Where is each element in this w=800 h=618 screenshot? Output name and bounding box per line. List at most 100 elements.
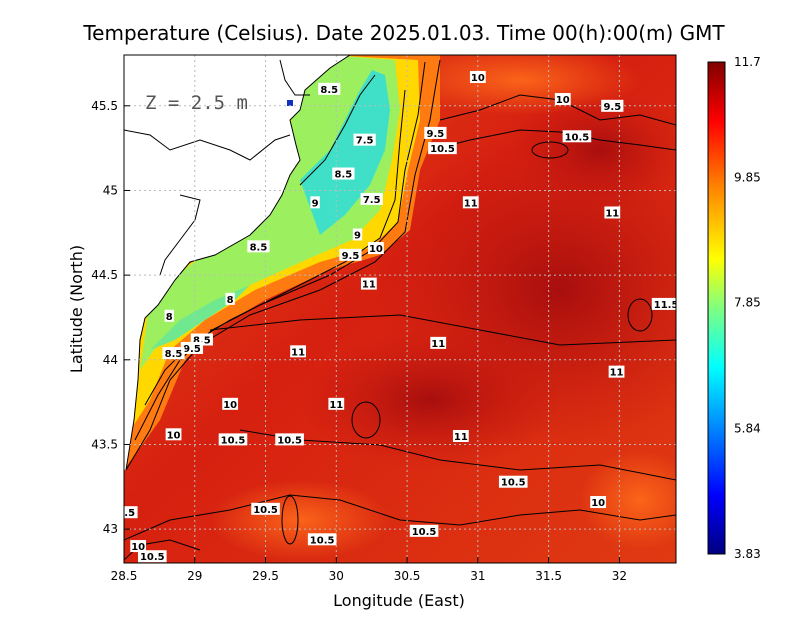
contour-label-text: 9.5	[603, 102, 621, 113]
contour-label-box	[124, 506, 138, 519]
contour-label: 11	[328, 397, 345, 411]
isotherm-coastal-1	[125, 59, 441, 471]
contour-label-text: 10.5	[253, 505, 278, 516]
contour-label: 10.5	[428, 142, 457, 155]
inland-border-3	[279, 59, 310, 96]
contour-label: 8.5	[247, 240, 270, 253]
x-tick-label: 30.5	[394, 569, 421, 583]
contour-label-text: 11	[329, 400, 343, 411]
grid-lines	[124, 55, 676, 563]
contour-label: 10.5	[307, 533, 337, 546]
x-tick-label: 31	[470, 569, 485, 583]
contour-label-box	[428, 142, 457, 155]
contour-label: 10	[368, 242, 384, 255]
contour-label-text: 10	[591, 498, 605, 509]
contour-label-box	[409, 524, 439, 537]
contour-label-box	[339, 248, 362, 261]
colorbar-labels: 11.7 9.85 7.85 5.84 3.83	[734, 55, 761, 561]
contour-label-box	[554, 93, 571, 106]
contour-label-text: .5	[124, 508, 135, 519]
contour-label: 8.5	[162, 347, 185, 360]
x-axis-label: Longitude (East)	[333, 591, 465, 610]
contour-label-text: 10	[223, 400, 237, 411]
y-tick-label: 44	[103, 353, 118, 367]
isotherm-mid-1	[209, 314, 676, 346]
contour-label-text: 10	[556, 95, 570, 106]
x-tick-label: 32	[612, 569, 627, 583]
contour-label-box	[307, 533, 337, 546]
contour-label-box	[462, 196, 479, 209]
contour-label: 9.5	[339, 248, 362, 262]
contour-label: 10.5	[409, 524, 439, 538]
contour-label: 10.5	[562, 130, 592, 143]
land-mass	[124, 55, 350, 470]
contour-label: 8.5	[332, 167, 355, 181]
contour-label-text: 8	[227, 295, 234, 306]
colorbar-gradient	[707, 61, 726, 555]
contour-label-text: 8.5	[193, 335, 211, 346]
contour-label-box	[360, 192, 383, 205]
contour-label-box	[328, 397, 345, 410]
contour-label: 11.5	[651, 297, 676, 311]
isotherm-eddy-south	[281, 495, 299, 545]
contour-label-box	[590, 496, 607, 509]
contour-label-box	[601, 99, 624, 112]
contour-label: 10.5	[275, 433, 304, 446]
contour-label: 8	[164, 309, 174, 323]
x-tick-label: 29	[187, 569, 202, 583]
depth-label: Z = 2.5 m	[145, 92, 248, 114]
contour-label-box	[498, 475, 528, 488]
contour-label-text: 11	[610, 368, 624, 379]
contour-label: 8.5	[318, 82, 341, 96]
contour-label: 9	[352, 228, 363, 241]
chart-title: Temperature (Celsius). Date 2025.01.03. …	[82, 21, 725, 45]
inland-border-1	[124, 129, 291, 161]
x-tick-label: 31.5	[535, 569, 562, 583]
contour-label-box	[469, 71, 486, 84]
contour-label: 11	[290, 345, 306, 358]
contour-label-text: 8.5	[165, 349, 183, 360]
colorbar-tick-label: 9.85	[734, 171, 761, 185]
colorbar-tick-label: 11.7	[734, 55, 761, 69]
contour-label-box	[162, 347, 185, 360]
x-tick-label: 30	[329, 569, 344, 583]
contour-label-box	[651, 297, 676, 310]
contour-label: 8	[225, 292, 235, 306]
contour-label: 11	[360, 277, 377, 291]
coastline	[125, 55, 351, 471]
contour-label: 10.5	[251, 502, 280, 516]
contour-label-box	[310, 196, 320, 209]
isotherm-north-2	[429, 129, 676, 151]
contour-label-text: 11	[291, 347, 305, 358]
contour-label: 9.5	[424, 126, 447, 140]
contour-label-box	[318, 82, 341, 95]
contour-label: 11	[462, 196, 479, 209]
y-tick-label: 43.5	[91, 437, 118, 451]
isotherm-southwest	[124, 539, 201, 561]
contour-label-text: 9.5	[183, 344, 201, 355]
contour-label-text: 10	[369, 244, 383, 255]
contour-label: 11	[452, 430, 469, 443]
contour-label-text: 8	[166, 312, 173, 323]
contour-label-box	[290, 345, 306, 358]
plot-frame	[123, 54, 677, 564]
contour-label-text: 10.5	[565, 132, 590, 143]
contour-label-text: 8.5	[250, 242, 268, 253]
contour-label: 11	[430, 336, 447, 350]
contour-label-text: 9.5	[427, 129, 445, 140]
y-axis: 43 43.5 44 44.5 45 45.5	[91, 99, 130, 536]
contour-label-text: 7.5	[363, 195, 381, 206]
inland-border-2	[159, 194, 201, 276]
contour-label-text: 8.5	[335, 170, 353, 181]
contour-label-box	[604, 206, 621, 219]
y-tick-label: 43	[103, 522, 118, 536]
delta-marker	[287, 100, 293, 106]
contour-label-box	[332, 167, 355, 180]
contour-label-text: 10.5	[412, 527, 437, 538]
contour-label: 11	[608, 365, 625, 379]
contour-label: 7.5	[353, 133, 376, 147]
contour-label-text: 11	[605, 208, 619, 219]
orange-patch-north	[400, 55, 640, 115]
contour-label-box	[251, 502, 280, 515]
